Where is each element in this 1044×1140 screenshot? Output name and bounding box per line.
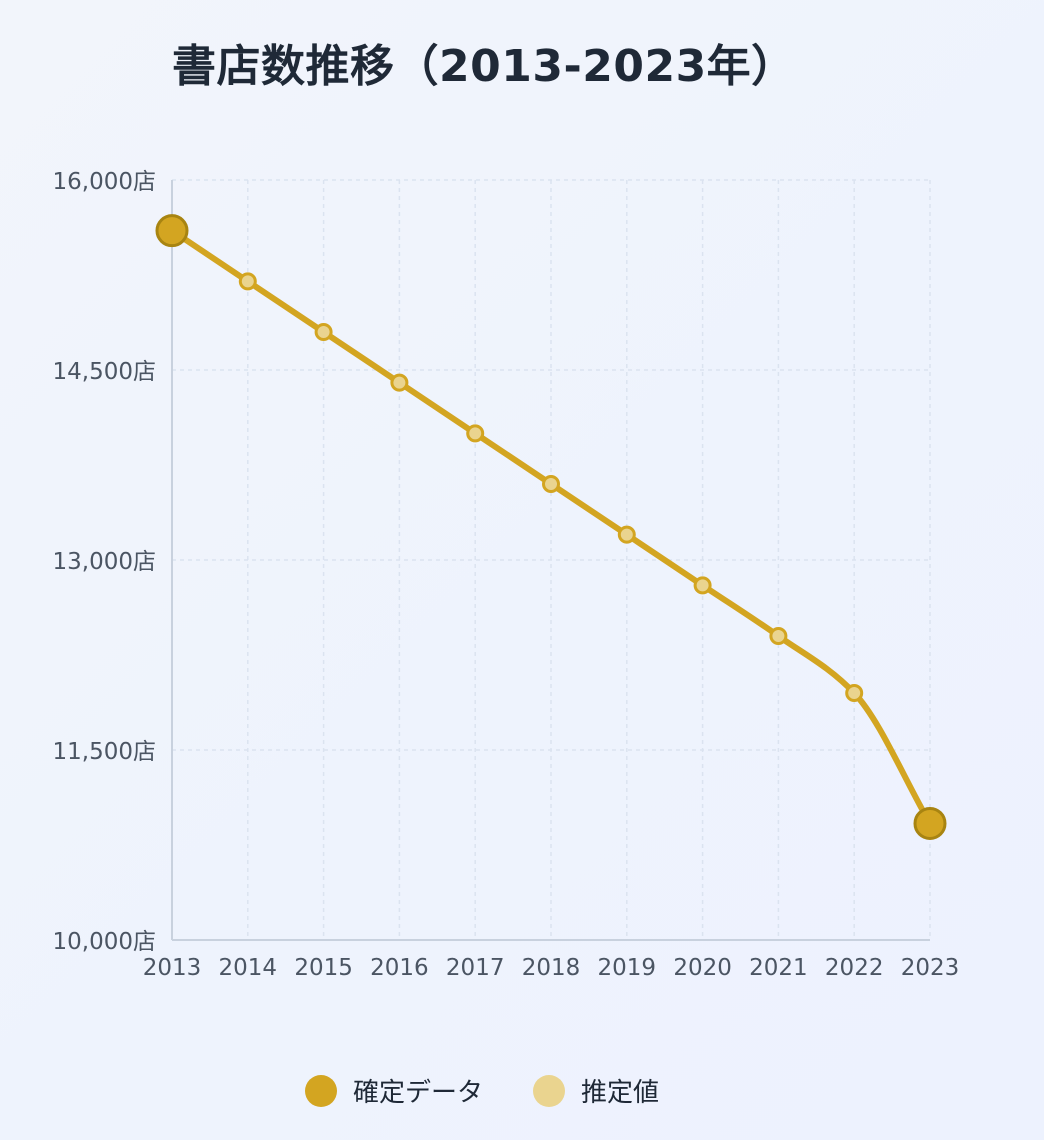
data-point-estimated[interactable] bbox=[390, 373, 409, 392]
legend-item-estimated[interactable]: 推定値 bbox=[533, 1072, 659, 1109]
x-axis-ticks: 2013 2014 2015 2016 2017 2018 2019 2020 2021 2022… bbox=[143, 955, 960, 981]
x-tick-label: 2018 bbox=[522, 955, 581, 981]
x-tick-label: 2014 bbox=[219, 955, 278, 981]
x-tick-label: 2013 bbox=[143, 955, 202, 981]
y-tick-label: 13,000店 bbox=[53, 549, 156, 575]
data-point-confirmed[interactable] bbox=[913, 806, 947, 840]
data-point-estimated[interactable] bbox=[845, 684, 864, 702]
data-point-estimated[interactable] bbox=[542, 475, 560, 493]
y-tick-label: 10,000店 bbox=[53, 929, 156, 955]
x-tick-label: 2022 bbox=[825, 955, 884, 981]
legend-swatch-estimated bbox=[533, 1074, 566, 1107]
x-tick-label: 2015 bbox=[294, 955, 353, 981]
data-point-confirmed[interactable] bbox=[155, 214, 189, 248]
x-tick-label: 2017 bbox=[446, 955, 505, 981]
data-points bbox=[155, 214, 947, 840]
legend: 確定データ 推定値 bbox=[305, 1072, 709, 1109]
axes bbox=[171, 180, 930, 941]
data-point-estimated[interactable] bbox=[314, 323, 333, 341]
legend-label-confirmed: 確定データ bbox=[353, 1078, 484, 1108]
data-point-estimated[interactable] bbox=[617, 525, 636, 544]
legend-swatch-confirmed bbox=[305, 1074, 337, 1107]
x-tick-label: 2021 bbox=[749, 955, 808, 981]
y-tick-label: 14,500店 bbox=[53, 359, 156, 385]
data-point-estimated[interactable] bbox=[693, 576, 712, 595]
x-tick-label: 2016 bbox=[370, 955, 429, 981]
y-axis-ticks: 10,000店 11,500店 13,000店 14,500店 16,000店 bbox=[53, 169, 156, 955]
y-tick-label: 11,500店 bbox=[53, 739, 156, 765]
x-tick-label: 2023 bbox=[901, 955, 960, 981]
x-tick-label: 2019 bbox=[598, 955, 657, 981]
chart-title: 書店数推移（2013-2023年） bbox=[172, 41, 796, 92]
y-tick-label: 16,000店 bbox=[53, 169, 156, 195]
data-point-estimated[interactable] bbox=[769, 627, 788, 645]
legend-label-estimated: 推定値 bbox=[581, 1078, 660, 1108]
grid-lines bbox=[172, 179, 931, 940]
data-point-estimated[interactable] bbox=[238, 272, 257, 291]
data-point-estimated[interactable] bbox=[466, 424, 485, 443]
x-tick-label: 2020 bbox=[673, 955, 732, 981]
legend-item-confirmed[interactable]: 確定データ bbox=[305, 1072, 483, 1109]
